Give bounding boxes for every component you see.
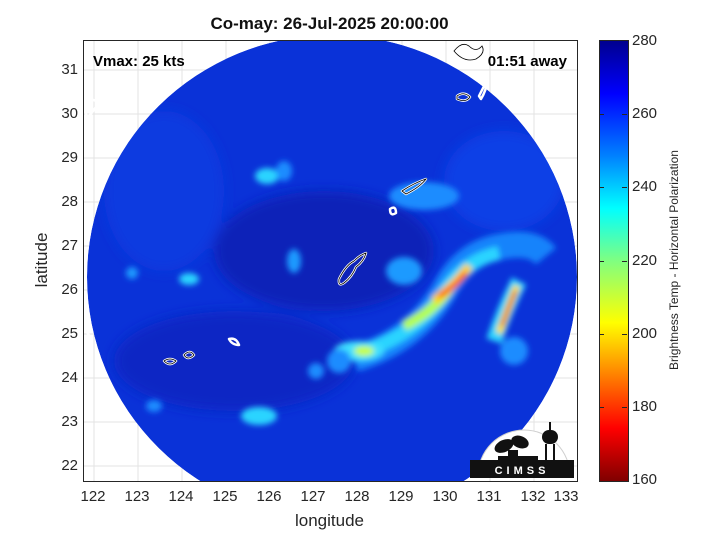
colorbar-tick-label: 280 [632, 32, 658, 49]
x-tick-label: 131 [476, 488, 502, 505]
colorbar-tick-label: 260 [632, 105, 658, 122]
y-tick-label: 27 [61, 237, 78, 254]
colorbar-tick-label: 180 [632, 398, 658, 415]
time-away-annotation: 01:51 away [487, 53, 567, 70]
y-tick-label: 28 [61, 193, 78, 210]
y-tick-label: 24 [61, 369, 78, 386]
x-tick-label: 125 [212, 488, 238, 505]
x-tick-label: 130 [432, 488, 458, 505]
y-tick-label: 30 [61, 105, 78, 122]
y-tick-label: 31 [61, 61, 78, 78]
x-tick-label: 129 [388, 488, 414, 505]
x-tick-label: 128 [344, 488, 370, 505]
x-tick-label: 123 [124, 488, 150, 505]
y-axis-label: latitude [32, 232, 51, 288]
x-tick-label: 122 [80, 488, 106, 505]
y-tick-label: 29 [61, 149, 78, 166]
colorbar-label: Brightness Temp - Horizontal Polarizatio… [667, 150, 681, 370]
colorbar-tick-label: 220 [632, 252, 658, 269]
chart-title: Co-may: 26-Jul-2025 20:00:00 [210, 14, 449, 33]
vmax-annotation: Vmax: 25 kts [93, 53, 185, 70]
colorbar-tick-label: 160 [632, 471, 658, 488]
logo-text: CIMSS [495, 465, 550, 477]
x-axis-label: longitude [294, 511, 364, 530]
x-tick-label: 124 [168, 488, 194, 505]
y-tick-label: 22 [61, 457, 78, 474]
cimss-logo: CIMSS [470, 410, 574, 478]
map-canvas [84, 41, 577, 481]
coastline-contours-inner [163, 43, 484, 365]
colorbar-tick-label: 240 [632, 178, 658, 195]
x-tick-label: 133 [553, 488, 579, 505]
x-tick-label: 132 [520, 488, 546, 505]
y-tick-label: 23 [61, 413, 78, 430]
colorbar-tick-label: 200 [632, 325, 658, 342]
y-tick-label: 25 [61, 325, 78, 342]
x-tick-label: 127 [300, 488, 326, 505]
satellite-swath [87, 41, 577, 481]
x-tick-label: 126 [256, 488, 282, 505]
y-tick-label: 26 [61, 281, 78, 298]
plot-area [83, 40, 578, 482]
